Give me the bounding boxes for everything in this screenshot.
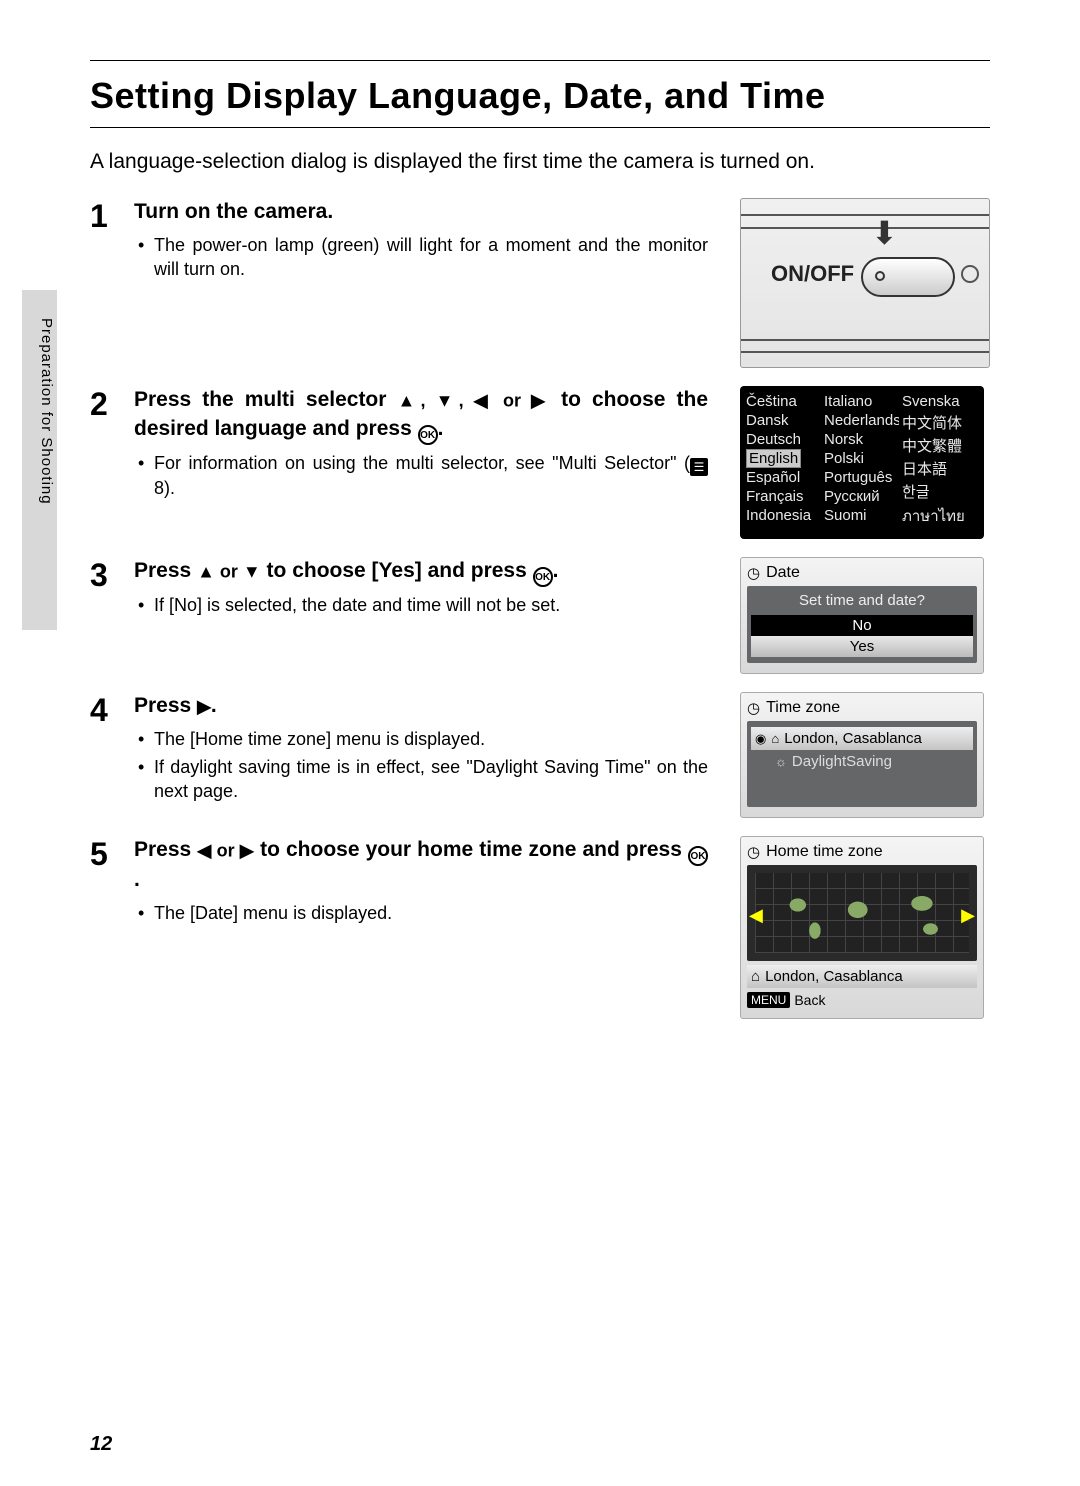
dpad-icons: ▲, ▼, ◀ or ▶ [397,391,550,411]
step3-bullet: If [No] is selected, the date and time w… [134,593,708,617]
language-option: Suomi [821,506,899,525]
language-option: 中文繁體 [899,434,977,457]
page-title: Setting Display Language, Date, and Time [90,75,990,117]
clock-icon: ◷ [747,699,760,717]
language-option: 中文简体 [899,411,977,434]
down-arrow-icon: ⬇ [871,214,898,252]
ok-icon: OK [533,567,553,587]
step3-heading: Press ▲ or ▼ to choose [Yes] and press O… [134,557,708,587]
world-label: ⌂ London, Casablanca [747,965,977,988]
step-number: 2 [90,386,120,539]
step4-heading: Press ▶. [134,692,708,720]
language-option: Русский [821,487,899,506]
step4-bullet2: If daylight saving time is in effect, se… [134,755,708,804]
lcd-prompt: Set time and date? [751,592,973,609]
step-number: 1 [90,198,120,368]
sun-icon: ☼ [775,754,787,769]
chevron-left-icon: ◀ [749,905,763,926]
language-option: Deutsch [743,430,821,449]
language-option: Polski [821,449,899,468]
right-icon: ▶ [197,697,211,717]
menu-badge: MENU [747,992,790,1008]
option-no: No [751,615,973,636]
language-option: Indonesia [743,506,821,525]
step1-illustration: ⬇ ON/OFF [740,198,990,368]
language-option: Svenska [899,392,977,411]
lcd-title: Time zone [766,699,840,717]
tz-row-home: ◉ ⌂ London, Casablanca [751,727,973,750]
intro-text: A language-selection dialog is displayed… [90,148,990,176]
home-icon: ⌂ [771,731,779,746]
leftright-icons: ◀ or ▶ [197,841,254,861]
timezone-screen: ◷ Time zone ◉ ⌂ London, Casablanca ☼ Dayl… [740,692,990,818]
step-number: 3 [90,557,120,674]
ok-icon: OK [418,425,438,445]
step2-bullet: For information on using the multi selec… [134,451,708,500]
lcd-title: Date [766,564,800,582]
page-number: 12 [90,1433,112,1456]
language-option: Norsk [821,430,899,449]
clock-icon: ◷ [747,843,760,861]
ok-icon: OK [688,846,708,866]
reference-icon: ☰ [690,458,708,476]
lcd-title: Home time zone [766,843,883,861]
menu-back: MENU Back [747,992,977,1008]
rule-top [90,60,990,61]
language-option [899,529,977,531]
clock-icon: ◷ [747,564,760,582]
step1-heading: Turn on the camera. [134,198,708,226]
chevron-right-icon: ▶ [961,905,975,926]
step-number: 5 [90,836,120,1019]
language-option: Dansk [743,411,821,430]
language-option: Français [743,487,821,506]
language-option: Nederlands [821,411,899,430]
language-option: Português [821,468,899,487]
target-icon: ◉ [755,731,766,747]
home-icon: ⌂ [751,968,760,985]
step-number: 4 [90,692,120,818]
onoff-label: ON/OFF [771,261,854,287]
side-label: Preparation for Shooting [38,318,55,505]
power-led [961,265,979,283]
option-yes: Yes [751,636,973,657]
date-screen: ◷ Date Set time and date? No Yes [740,557,990,674]
updown-icons: ▲ or ▼ [197,562,261,582]
language-option: ภาษาไทย [899,503,977,529]
home-timezone-screen: ◷ Home time zone ◀ ▶ ⌂ London, Casablanca… [740,836,990,1019]
language-option: Italiano [821,392,899,411]
language-screen: ČeštinaDanskDeutschEnglishEspañolFrançai… [740,386,990,539]
step1-bullet: The power-on lamp (green) will light for… [134,233,708,282]
tz-row-daylight: ☼ DaylightSaving [751,750,973,773]
step2-heading: Press the multi selector ▲, ▼, ◀ or ▶ to… [134,386,708,444]
language-option: 日本語 [899,457,977,480]
language-option: English [743,449,821,468]
step4-bullet1: The [Home time zone] menu is displayed. [134,727,708,751]
step5-heading: Press ◀ or ▶ to choose your home time zo… [134,836,708,894]
rule-bottom [90,127,990,128]
language-option: Čeština [743,392,821,411]
power-button [861,257,955,297]
language-option: Español [743,468,821,487]
language-option: 한글 [899,480,977,503]
step5-bullet: The [Date] menu is displayed. [134,901,708,925]
world-map: ◀ ▶ [747,865,977,961]
